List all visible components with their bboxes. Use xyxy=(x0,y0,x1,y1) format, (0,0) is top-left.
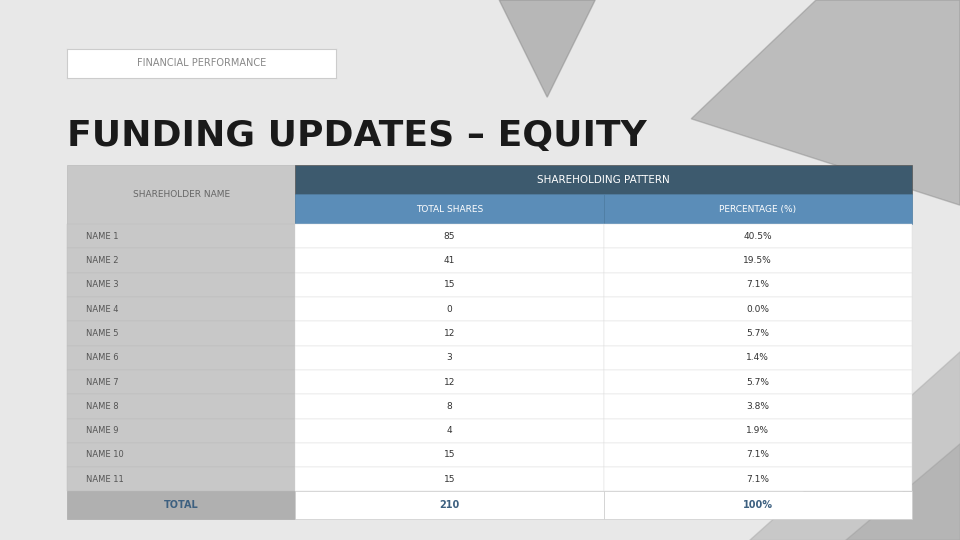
Text: 15: 15 xyxy=(444,475,455,484)
Text: TOTAL SHARES: TOTAL SHARES xyxy=(416,205,483,214)
Text: NAME 1: NAME 1 xyxy=(86,232,119,241)
Text: 3: 3 xyxy=(446,353,452,362)
Text: 7.1%: 7.1% xyxy=(746,280,769,289)
Text: 15: 15 xyxy=(444,280,455,289)
Text: 0.0%: 0.0% xyxy=(746,305,769,314)
Text: 210: 210 xyxy=(440,501,460,510)
Text: 1.4%: 1.4% xyxy=(746,353,769,362)
Text: NAME 7: NAME 7 xyxy=(86,377,119,387)
Text: 8: 8 xyxy=(446,402,452,411)
Text: NAME 5: NAME 5 xyxy=(86,329,119,338)
Text: 1.9%: 1.9% xyxy=(746,426,769,435)
Text: 12: 12 xyxy=(444,377,455,387)
Text: NAME 9: NAME 9 xyxy=(86,426,119,435)
Text: SHAREHOLDER NAME: SHAREHOLDER NAME xyxy=(132,190,229,199)
Text: FUNDING UPDATES – EQUITY: FUNDING UPDATES – EQUITY xyxy=(67,119,647,153)
Text: NAME 4: NAME 4 xyxy=(86,305,119,314)
Text: 100%: 100% xyxy=(743,501,773,510)
Text: TOTAL: TOTAL xyxy=(164,501,199,510)
Text: 3.8%: 3.8% xyxy=(746,402,769,411)
Text: 4: 4 xyxy=(446,426,452,435)
Text: NAME 10: NAME 10 xyxy=(86,450,124,460)
Text: 7.1%: 7.1% xyxy=(746,450,769,460)
Text: PERCENTAGE (%): PERCENTAGE (%) xyxy=(719,205,797,214)
Text: SHAREHOLDING PATTERN: SHAREHOLDING PATTERN xyxy=(538,174,670,185)
Text: NAME 11: NAME 11 xyxy=(86,475,124,484)
Text: 19.5%: 19.5% xyxy=(743,256,772,265)
Text: 5.7%: 5.7% xyxy=(746,329,769,338)
Text: 0: 0 xyxy=(446,305,452,314)
Text: NAME 2: NAME 2 xyxy=(86,256,119,265)
Text: 5.7%: 5.7% xyxy=(746,377,769,387)
Text: NAME 3: NAME 3 xyxy=(86,280,119,289)
Text: 85: 85 xyxy=(444,232,455,241)
Text: NAME 8: NAME 8 xyxy=(86,402,119,411)
Text: 7.1%: 7.1% xyxy=(746,475,769,484)
Text: 12: 12 xyxy=(444,329,455,338)
Text: FINANCIAL PERFORMANCE: FINANCIAL PERFORMANCE xyxy=(137,58,266,69)
Text: NAME 6: NAME 6 xyxy=(86,353,119,362)
Text: 41: 41 xyxy=(444,256,455,265)
Text: 40.5%: 40.5% xyxy=(743,232,772,241)
Text: 15: 15 xyxy=(444,450,455,460)
